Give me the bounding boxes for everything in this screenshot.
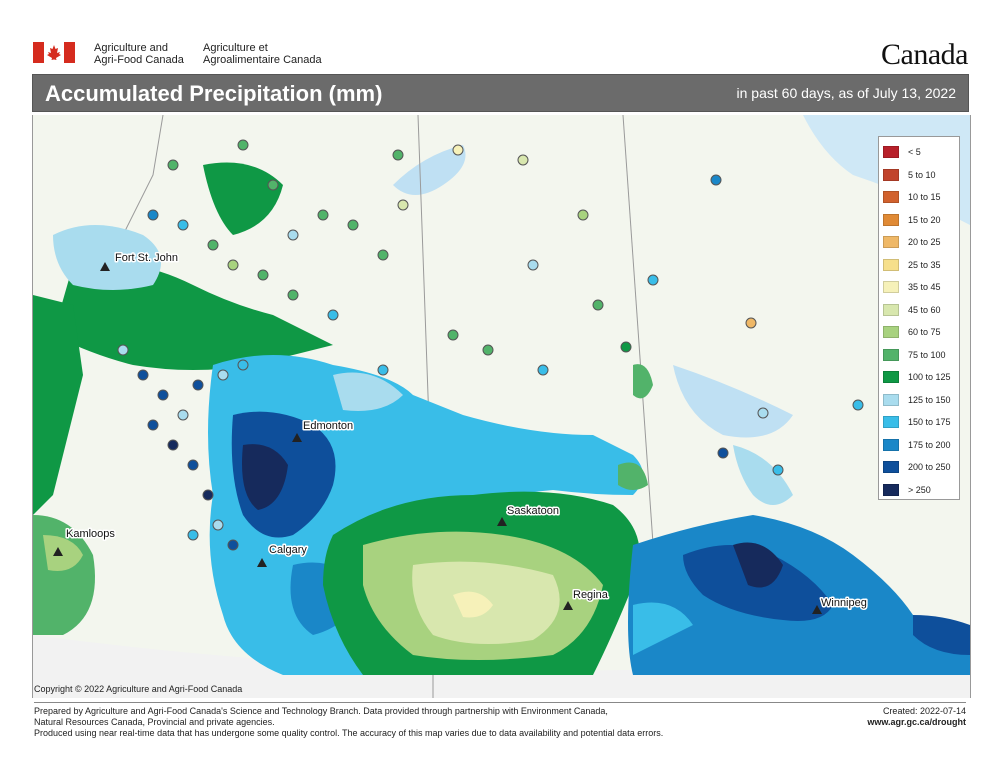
legend-entry: 125 to 150: [883, 389, 955, 412]
footer-line-3: Produced using near real-time data that …: [34, 728, 664, 738]
footer-line-2: Natural Resources Canada, Provincial and…: [34, 717, 275, 727]
legend-label: 15 to 20: [908, 214, 941, 225]
city-label-edmonton: Edmonton: [303, 420, 353, 432]
legend-label: 75 to 100: [908, 349, 946, 360]
legend-entry: 150 to 175: [883, 411, 955, 434]
legend-swatch: [883, 371, 899, 384]
legend-swatch: [883, 146, 899, 159]
legend-label: 25 to 35: [908, 259, 941, 270]
legend-label: 20 to 25: [908, 237, 941, 248]
city-label-calgary: Calgary: [269, 544, 307, 556]
legend-label: 5 to 10: [908, 169, 936, 180]
legend-label: 200 to 250: [908, 462, 951, 473]
precipitation-map: Fort St. John Edmonton Kamloops Calgary …: [32, 115, 971, 698]
legend-swatch: [883, 483, 899, 496]
legend-swatch: [883, 393, 899, 406]
legend-label: 150 to 175: [908, 417, 951, 428]
drought-url-link[interactable]: www.agr.gc.ca/drought: [867, 717, 966, 727]
canada-flag-icon: [33, 42, 75, 63]
legend-label: 10 to 15: [908, 192, 941, 203]
legend-label: 45 to 60: [908, 304, 941, 315]
legend-swatch: [883, 348, 899, 361]
legend-label: 60 to 75: [908, 327, 941, 338]
legend-swatch: [883, 168, 899, 181]
legend-label: < 5: [908, 147, 921, 158]
legend-entry: 15 to 20: [883, 209, 955, 232]
legend-swatch: [883, 236, 899, 249]
legend-label: 100 to 125: [908, 372, 951, 383]
department-name-french: Agriculture et Agroalimentaire Canada: [203, 42, 322, 66]
title-bar: Accumulated Precipitation (mm) in past 6…: [32, 74, 969, 112]
legend-swatch: [883, 303, 899, 316]
legend-label: 35 to 45: [908, 282, 941, 293]
city-label-regina: Regina: [573, 589, 609, 601]
legend-swatch: [883, 461, 899, 474]
legend-entry: < 5: [883, 141, 955, 164]
canada-wordmark: Canada: [881, 38, 968, 71]
legend-entry: 60 to 75: [883, 321, 955, 344]
legend-swatch: [883, 326, 899, 339]
map-canvas: Fort St. John Edmonton Kamloops Calgary …: [33, 115, 970, 698]
legend-entry: 20 to 25: [883, 231, 955, 254]
legend-entry: 5 to 10: [883, 164, 955, 187]
map-title: Accumulated Precipitation (mm): [45, 81, 383, 106]
legend-entry: > 250: [883, 479, 955, 502]
footer-line-1: Prepared by Agriculture and Agri-Food Ca…: [34, 706, 608, 716]
header: Agriculture and Agri-Food Canada Agricul…: [0, 0, 1000, 72]
city-label-kamloops: Kamloops: [66, 528, 115, 540]
legend-entry: 10 to 15: [883, 186, 955, 209]
legend-entry: 25 to 35: [883, 254, 955, 277]
legend-entry: 100 to 125: [883, 366, 955, 389]
department-name-english: Agriculture and Agri-Food Canada: [94, 42, 184, 66]
legend-swatch: [883, 258, 899, 271]
city-label-fort-st-john: Fort St. John: [115, 252, 178, 264]
copyright-text: Copyright © 2022 Agriculture and Agri-Fo…: [34, 684, 243, 694]
legend-entry: 175 to 200: [883, 434, 955, 457]
legend-swatch: [883, 438, 899, 451]
legend-label: 125 to 150: [908, 394, 951, 405]
legend-label: 175 to 200: [908, 439, 951, 450]
legend-entry: 75 to 100: [883, 344, 955, 367]
legend-entry: 35 to 45: [883, 276, 955, 299]
legend-swatch: [883, 416, 899, 429]
legend-entry: 200 to 250: [883, 456, 955, 479]
city-label-winnipeg: Winnipeg: [821, 597, 867, 609]
legend-entry: 45 to 60: [883, 299, 955, 322]
city-label-saskatoon: Saskatoon: [507, 505, 559, 517]
map-subtitle: in past 60 days, as of July 13, 2022: [736, 85, 956, 101]
legend-swatch: [883, 281, 899, 294]
map-legend: < 5 5 to 10 10 to 15 15 to 20 20 to 25 25 to …: [878, 136, 960, 500]
created-date: Created: 2022-07-14: [882, 706, 966, 716]
footer: Prepared by Agriculture and Agri-Food Ca…: [34, 702, 966, 738]
legend-swatch: [883, 191, 899, 204]
legend-swatch: [883, 213, 899, 226]
legend-label: > 250: [908, 484, 931, 495]
